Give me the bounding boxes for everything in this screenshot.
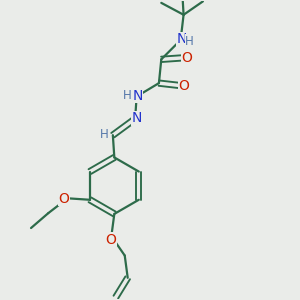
Text: H: H bbox=[123, 89, 131, 102]
Text: O: O bbox=[105, 233, 116, 247]
Text: O: O bbox=[182, 51, 193, 64]
Text: H: H bbox=[185, 35, 194, 48]
Text: N: N bbox=[131, 111, 142, 125]
Text: N: N bbox=[176, 32, 187, 46]
Text: O: O bbox=[58, 192, 70, 206]
Text: O: O bbox=[179, 79, 190, 93]
Text: H: H bbox=[100, 128, 108, 141]
Text: N: N bbox=[132, 88, 143, 103]
